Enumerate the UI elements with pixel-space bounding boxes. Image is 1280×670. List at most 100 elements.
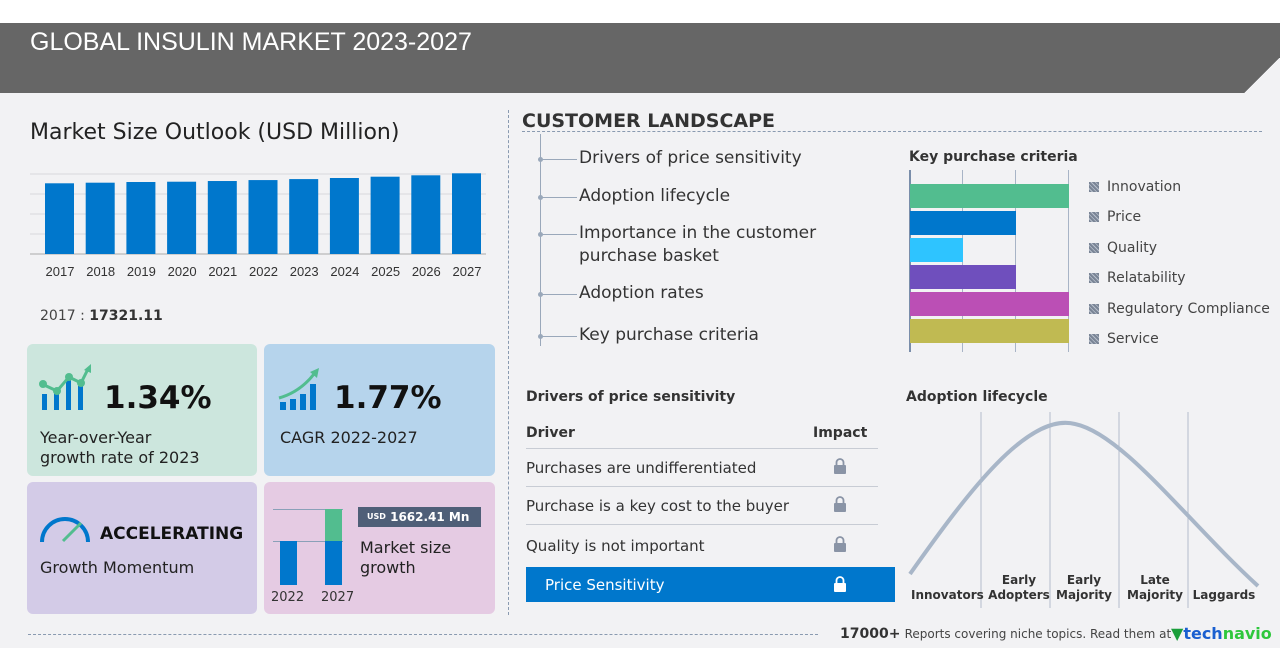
growth-bar-2027 bbox=[325, 541, 342, 585]
landscape-item-label: Drivers of price sensitivity bbox=[579, 148, 802, 168]
year-label: 2023 bbox=[289, 264, 319, 279]
price-sensitivity-label: Price Sensitivity bbox=[545, 576, 665, 594]
growth-caption: Market size growth bbox=[360, 538, 451, 578]
customer-landscape-title: CUSTOMER LANDSCAPE bbox=[522, 110, 776, 132]
technavio-logo[interactable]: ▼technavio bbox=[1171, 624, 1272, 643]
kpc-bar-quality bbox=[910, 238, 963, 262]
header-divider bbox=[526, 448, 878, 449]
logo-navio: navio bbox=[1222, 624, 1272, 643]
kpc-chart bbox=[909, 170, 1069, 352]
momentum-value: ACCELERATING bbox=[100, 524, 244, 544]
driver-row-label: Purchase is a key cost to the buyer bbox=[526, 497, 790, 515]
stage-label-line2: Majority bbox=[1127, 588, 1183, 602]
growth-year-start: 2022 bbox=[271, 590, 305, 605]
kpc-gridline bbox=[1015, 170, 1016, 352]
timeline-tick bbox=[541, 159, 577, 160]
driver-row-label: Quality is not important bbox=[526, 537, 705, 555]
bar-2018 bbox=[85, 182, 115, 254]
first-year-label: 2017 : bbox=[40, 308, 85, 324]
bar-2023 bbox=[289, 179, 319, 254]
kpc-legend-label: Service bbox=[1107, 331, 1159, 347]
kpc-bar-regulatory-compliance bbox=[910, 292, 1069, 316]
timeline-dot bbox=[538, 334, 543, 339]
driver-column-header: Driver bbox=[526, 425, 575, 441]
yoy-value: 1.34% bbox=[104, 380, 212, 416]
technavio-logo-icon: ▼ bbox=[1171, 624, 1184, 643]
year-label: 2018 bbox=[86, 264, 116, 279]
section-divider bbox=[508, 110, 509, 615]
stage-label-line2: Laggards bbox=[1192, 588, 1256, 602]
kpc-legend-item: Price bbox=[1089, 209, 1141, 225]
bar-2025 bbox=[370, 176, 400, 254]
rising-trend-icon bbox=[278, 368, 319, 410]
growth-value-badge: USD 1662.41 Mn bbox=[358, 507, 481, 527]
landscape-item-label: Importance in the customer bbox=[579, 223, 817, 243]
landscape-item[interactable]: Importance in the customer purchase baske… bbox=[579, 222, 816, 268]
market-size-title: Market Size Outlook (USD Million) bbox=[30, 120, 400, 145]
growth-bar-2022 bbox=[280, 541, 297, 585]
drivers-title: Drivers of price sensitivity bbox=[526, 389, 736, 405]
stage-label-line2: Adopters bbox=[988, 588, 1050, 602]
bar-2019 bbox=[126, 181, 156, 254]
timeline-dot bbox=[538, 157, 543, 162]
landscape-item-label: Adoption lifecycle bbox=[579, 186, 731, 206]
timeline-tick bbox=[541, 336, 577, 337]
adoption-stage: Laggards bbox=[1189, 573, 1259, 603]
stage-label-line1: Early bbox=[1001, 573, 1037, 587]
kpc-legend-item: Quality bbox=[1089, 240, 1157, 256]
landscape-item[interactable]: Key purchase criteria bbox=[579, 324, 759, 347]
year-label: 2026 bbox=[411, 264, 441, 279]
stage-label-line1 bbox=[911, 573, 981, 588]
landscape-item[interactable]: Adoption lifecycle bbox=[579, 185, 730, 208]
growth-currency: USD bbox=[367, 512, 386, 521]
kpc-legend-item: Regulatory Compliance bbox=[1089, 301, 1270, 317]
timeline-dot bbox=[538, 195, 543, 200]
growth-gridline-base bbox=[273, 541, 343, 542]
kpc-legend-item: Innovation bbox=[1089, 179, 1181, 195]
row-divider bbox=[526, 524, 878, 525]
stage-label-line2: Majority bbox=[1056, 588, 1112, 602]
legend-swatch-icon bbox=[1089, 334, 1099, 344]
timeline-dot bbox=[538, 232, 543, 237]
stage-label-line1 bbox=[1189, 573, 1259, 588]
header-banner bbox=[0, 23, 1280, 93]
growth-caption-line1: Market size bbox=[360, 538, 452, 557]
speedometer-icon bbox=[40, 517, 90, 543]
lock-icon bbox=[834, 496, 846, 512]
bar-2020 bbox=[167, 181, 197, 254]
adoption-title: Adoption lifecycle bbox=[906, 389, 1048, 405]
year-label: 2022 bbox=[249, 264, 278, 279]
yoy-caption-line2: growth rate of 2023 bbox=[40, 448, 200, 467]
landscape-item[interactable]: Adoption rates bbox=[579, 282, 704, 305]
kpc-legend-label: Price bbox=[1107, 209, 1142, 226]
year-label: 2019 bbox=[126, 264, 156, 279]
stage-label-line1: Early bbox=[1066, 573, 1102, 587]
bar-2024 bbox=[329, 177, 359, 254]
title-underline bbox=[522, 131, 1262, 132]
year-label: 2024 bbox=[330, 264, 360, 279]
landscape-item[interactable]: Drivers of price sensitivity bbox=[579, 147, 802, 170]
bar-2026 bbox=[411, 175, 441, 254]
driver-row-label: Purchases are undifferentiated bbox=[526, 459, 757, 477]
first-year-value: 17321.11 bbox=[89, 308, 163, 324]
kpc-bar-service bbox=[910, 319, 1069, 343]
yoy-caption-line1: Year-over-Year bbox=[40, 428, 152, 447]
cagr-value: 1.77% bbox=[334, 380, 442, 416]
timeline-tick bbox=[541, 294, 577, 295]
adoption-stage: Early Adopters bbox=[984, 573, 1054, 603]
adoption-stage: Early Majority bbox=[1049, 573, 1119, 603]
logo-tech: tech bbox=[1183, 624, 1223, 643]
timeline-dot bbox=[538, 292, 543, 297]
page-fold-decoration bbox=[1244, 58, 1280, 93]
year-label: 2025 bbox=[371, 264, 401, 279]
price-sensitivity-row: Price Sensitivity bbox=[526, 567, 895, 602]
kpc-bar-innovation bbox=[910, 184, 1069, 208]
momentum-caption: Growth Momentum bbox=[40, 558, 195, 577]
kpc-legend-label: Regulatory Compliance bbox=[1107, 300, 1270, 317]
landscape-item-label: Adoption rates bbox=[579, 283, 704, 303]
year-label: 2027 bbox=[452, 264, 482, 279]
bar-2027 bbox=[452, 173, 481, 254]
bar-2017 bbox=[45, 183, 74, 254]
growth-year-end: 2027 bbox=[321, 590, 355, 605]
adoption-stage: Late Majority bbox=[1120, 573, 1190, 603]
